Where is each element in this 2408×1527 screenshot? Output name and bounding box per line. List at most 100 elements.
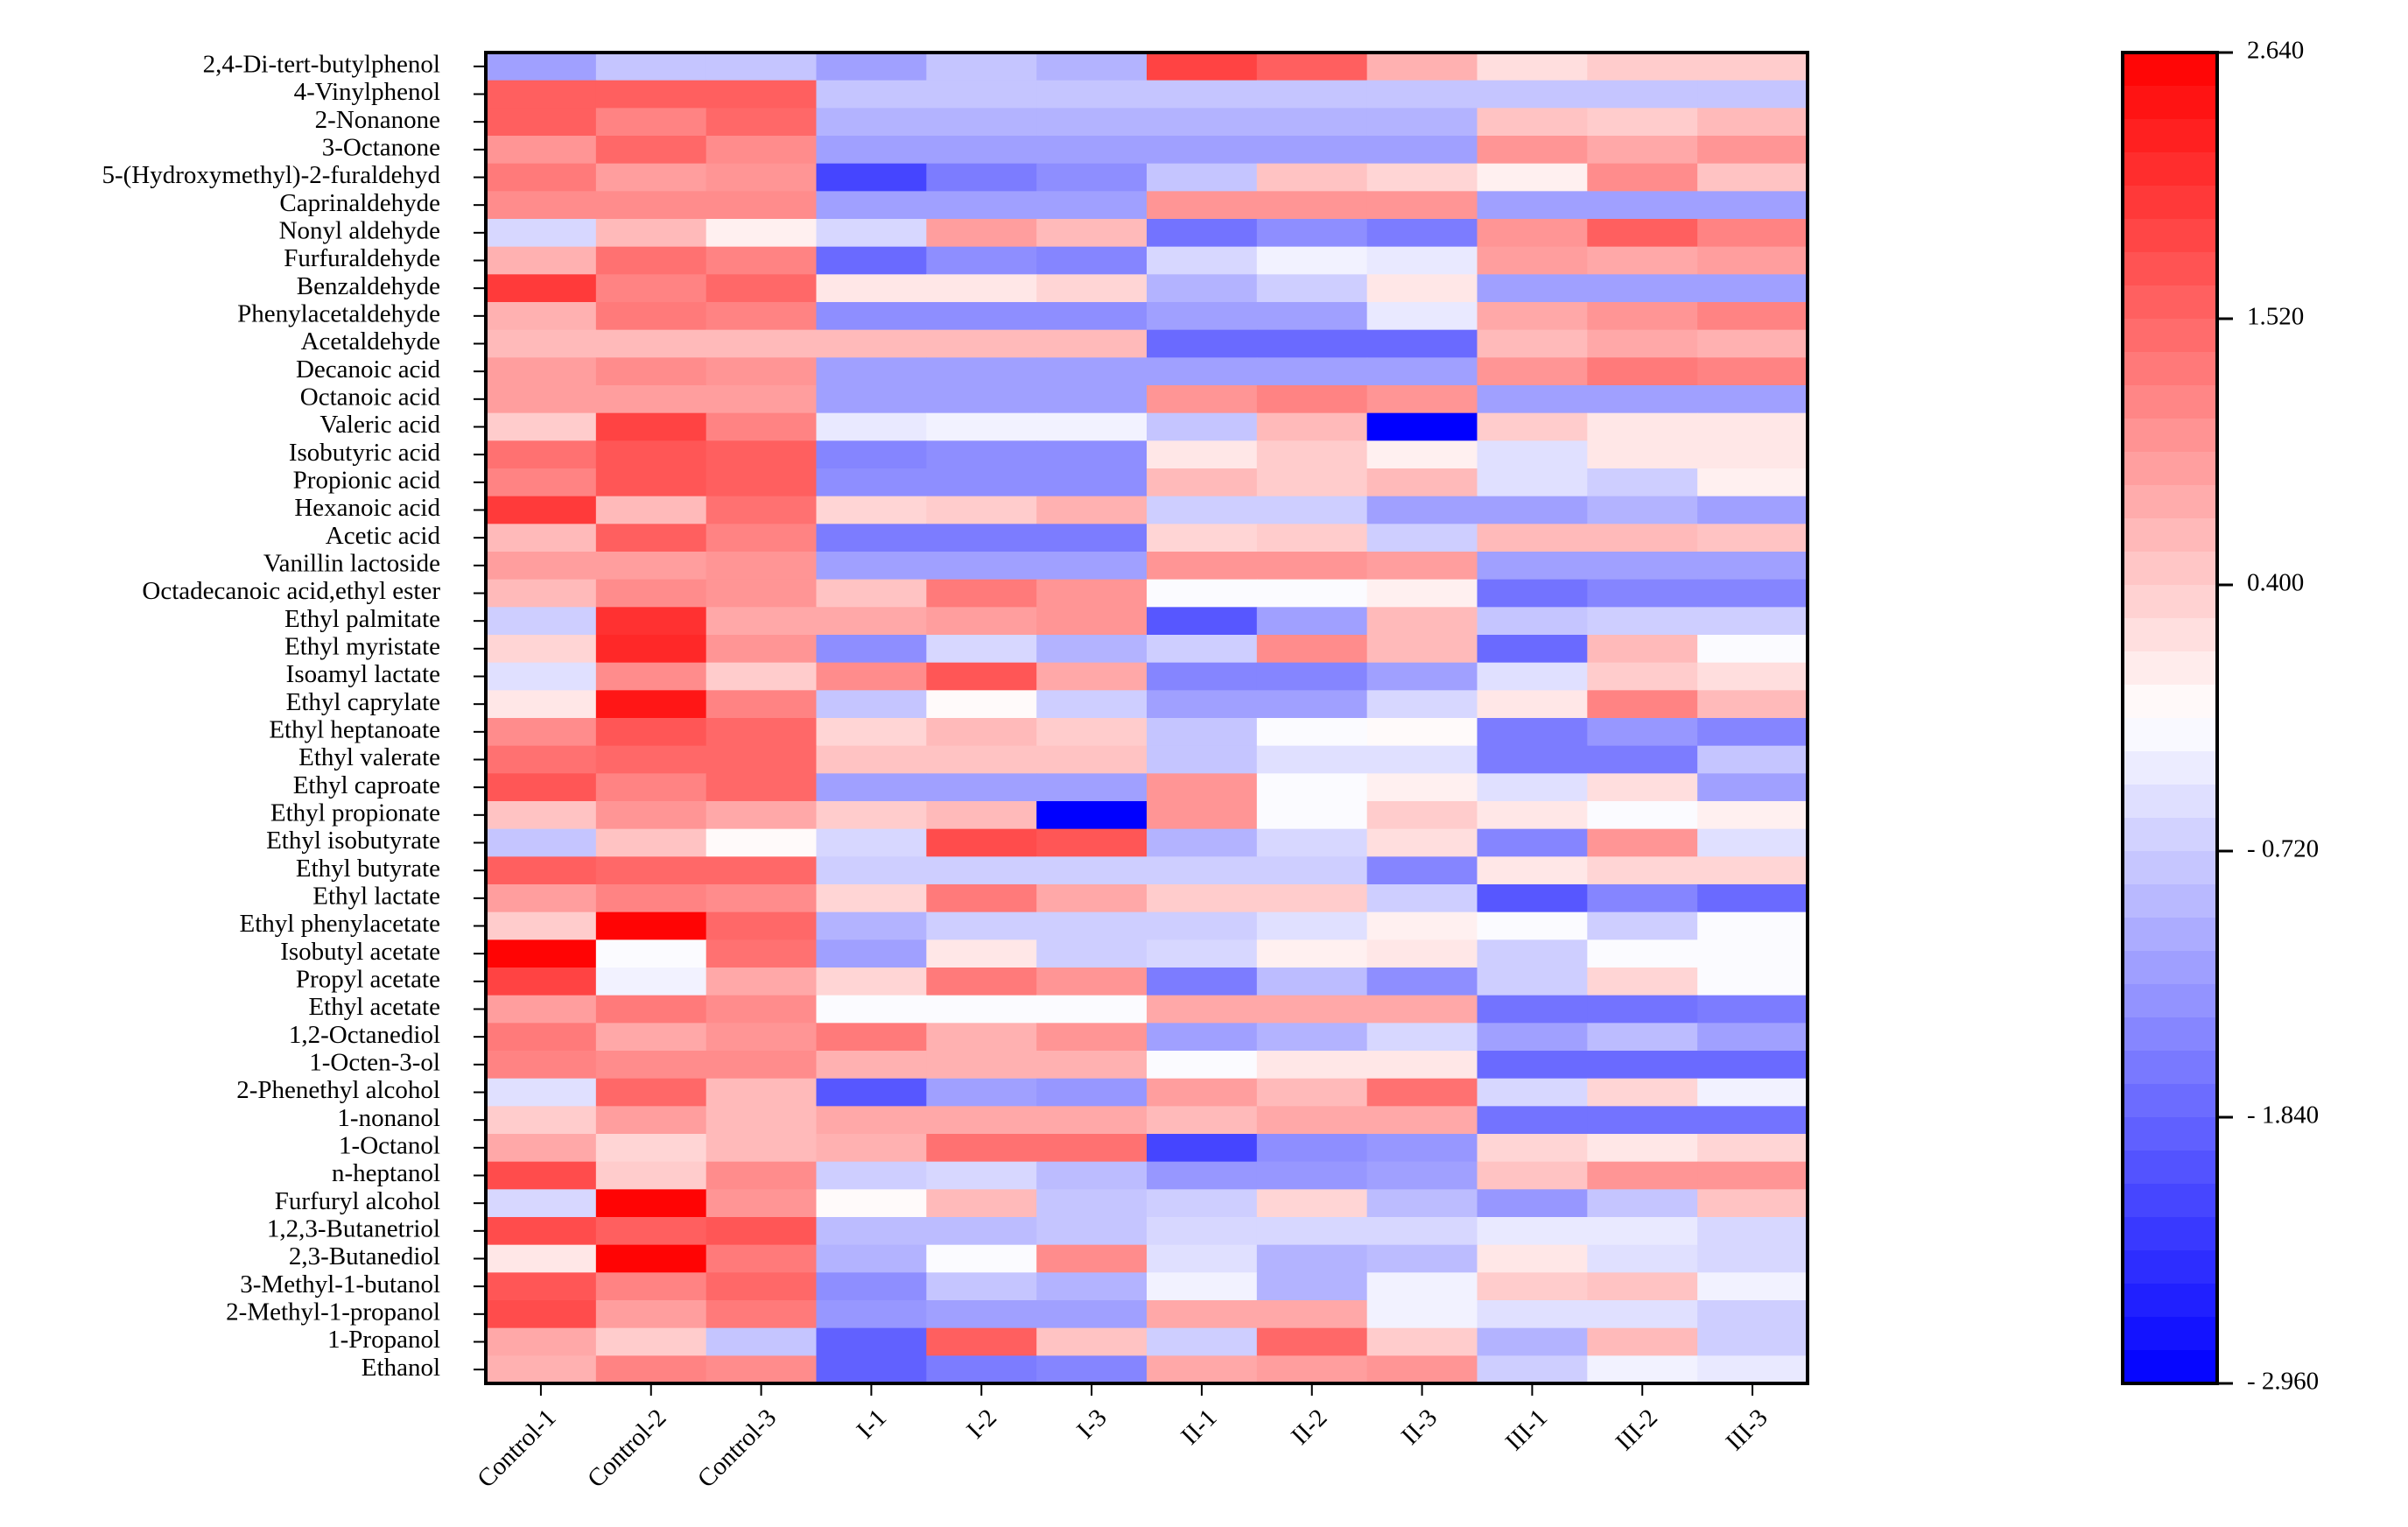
heatmap-cell: [926, 911, 1037, 940]
heatmap-cell: [1256, 1161, 1368, 1190]
row-label: n-heptanol: [332, 1159, 440, 1187]
colorbar-step: [2123, 1284, 2217, 1318]
heatmap-cell: [1697, 911, 1808, 940]
heatmap-cell: [926, 1134, 1037, 1163]
heatmap-cell: [926, 53, 1037, 81]
heatmap-cell: [1256, 440, 1368, 469]
colorbar-step: [2123, 718, 2217, 752]
row-label: Furfuraldehyde: [284, 244, 440, 272]
heatmap-cell: [1366, 828, 1478, 857]
heatmap-cell: [816, 995, 927, 1024]
heatmap-cell: [1697, 80, 1808, 109]
colorbar-tick-label: 0.400: [2247, 569, 2304, 597]
heatmap-cell: [595, 80, 707, 109]
heatmap-cell: [706, 136, 818, 165]
heatmap-cell: [1477, 246, 1588, 275]
heatmap-cell: [486, 1217, 597, 1246]
heatmap-cell: [926, 856, 1037, 885]
heatmap-cell: [816, 412, 927, 441]
heatmap-cell: [926, 80, 1037, 109]
heatmap-cell: [595, 801, 707, 830]
heatmap-cell: [595, 108, 707, 137]
heatmap-cell: [1256, 274, 1368, 303]
colorbar-step: [2123, 53, 2217, 87]
heatmap-cell: [1697, 939, 1808, 968]
heatmap-cell: [1477, 1051, 1588, 1080]
heatmap-cell: [1697, 635, 1808, 664]
column-label: III-2: [1611, 1404, 1663, 1456]
heatmap-cell: [706, 607, 818, 636]
row-label: Nonyl aldehyde: [279, 216, 440, 244]
heatmap-cell: [1697, 219, 1808, 248]
heatmap-cell: [595, 329, 707, 358]
heatmap-cell: [816, 329, 927, 358]
heatmap-cell: [1036, 1051, 1148, 1080]
heatmap-cell: [486, 690, 597, 719]
heatmap-cell: [595, 828, 707, 857]
heatmap-cell: [1256, 552, 1368, 581]
heatmap-cell: [1366, 1244, 1478, 1273]
heatmap-cell: [1147, 635, 1258, 664]
heatmap-cell: [706, 385, 818, 414]
heatmap-cell: [816, 718, 927, 747]
heatmap-cell: [1587, 1161, 1698, 1190]
heatmap-cell: [1256, 884, 1368, 913]
heatmap-cell: [706, 552, 818, 581]
heatmap-cell: [816, 219, 927, 248]
heatmap-cell: [486, 468, 597, 497]
heatmap-cell: [486, 1134, 597, 1163]
heatmap-cell: [1147, 911, 1258, 940]
heatmap-cell: [816, 385, 927, 414]
heatmap-cell: [1366, 80, 1478, 109]
heatmap-cell: [1477, 939, 1588, 968]
heatmap-cell: [486, 718, 597, 747]
heatmap-cell: [486, 1106, 597, 1135]
heatmap-cell: [1366, 1327, 1478, 1356]
heatmap-cell: [1366, 690, 1478, 719]
colorbar-step: [2123, 851, 2217, 885]
heatmap-cell: [816, 1078, 927, 1107]
heatmap-cell: [816, 246, 927, 275]
heatmap-cell: [1477, 1217, 1588, 1246]
heatmap-cell: [1036, 1272, 1148, 1301]
heatmap-cell: [1587, 1244, 1698, 1273]
heatmap-cell: [1147, 108, 1258, 137]
heatmap-cell: [816, 524, 927, 552]
row-label: Ethyl valerate: [298, 743, 440, 771]
heatmap-cell: [706, 302, 818, 331]
heatmap-cell: [486, 1023, 597, 1052]
colorbar-step: [2123, 884, 2217, 918]
heatmap-cell: [595, 995, 707, 1024]
heatmap-cell: [1477, 911, 1588, 940]
colorbar-step: [2123, 1051, 2217, 1085]
heatmap-cell: [1697, 745, 1808, 774]
heatmap-cell: [486, 357, 597, 386]
heatmap-cell: [1036, 662, 1148, 691]
heatmap-cell: [926, 745, 1037, 774]
heatmap-cell: [816, 690, 927, 719]
heatmap-cell: [816, 302, 927, 331]
colorbar-step: [2123, 1184, 2217, 1218]
heatmap-cell: [1036, 219, 1148, 248]
heatmap-cell: [1036, 1327, 1148, 1356]
heatmap-cell: [595, 274, 707, 303]
heatmap-cell: [1147, 1161, 1258, 1190]
colorbar-step: [2123, 252, 2217, 286]
heatmap-cell: [1256, 53, 1368, 81]
heatmap-cell: [1587, 1355, 1698, 1384]
heatmap-cell: [1366, 579, 1478, 608]
heatmap-cell: [816, 1189, 927, 1218]
heatmap-cell: [926, 1078, 1037, 1107]
row-label: Isoamyl lactate: [286, 660, 440, 688]
colorbar-tick-label: - 2.960: [2247, 1368, 2319, 1396]
colorbar-step: [2123, 1151, 2217, 1185]
heatmap-cell: [595, 552, 707, 581]
heatmap-cell: [1147, 801, 1258, 830]
row-label: 1-Octanol: [339, 1131, 440, 1159]
heatmap-cell: [706, 718, 818, 747]
heatmap-cell: [1697, 302, 1808, 331]
heatmap-cell: [1697, 801, 1808, 830]
heatmap-cell: [1256, 1217, 1368, 1246]
heatmap-cell: [926, 1106, 1037, 1135]
